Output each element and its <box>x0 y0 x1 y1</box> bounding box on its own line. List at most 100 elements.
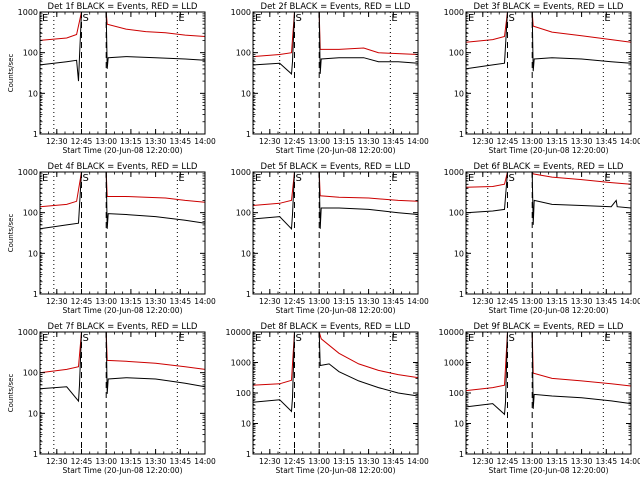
x-tick-label: 13:30 <box>145 457 167 466</box>
x-tick-label: 13:00 <box>95 297 117 306</box>
x-tick-label: 13:00 <box>308 457 330 466</box>
x-tick-label: 13:00 <box>521 457 543 466</box>
marker-label: E <box>42 333 48 344</box>
plot-frame <box>252 171 419 295</box>
x-tick-label: 13:45 <box>169 297 191 306</box>
marker-label: S <box>295 173 301 184</box>
x-axis-label: Start Time (20-Jun-08 12:20:00) <box>276 146 396 155</box>
marker-label: E <box>391 13 397 24</box>
marker-label: S <box>82 333 88 344</box>
panel-title: Det 4f BLACK = Events, RED = LLD <box>48 162 198 172</box>
marker-label: S <box>508 333 514 344</box>
marker-label: E <box>178 173 184 184</box>
x-axis-label: Start Time (20-Jun-08 12:20:00) <box>63 466 183 475</box>
x-tick-label: 13:15 <box>546 297 568 306</box>
lld-series-line <box>253 332 418 386</box>
events-series-line <box>253 172 418 230</box>
marker-label: E <box>391 173 397 184</box>
events-series-line <box>466 172 631 225</box>
y-tick-label: 10 <box>241 249 251 258</box>
y-tick-label: 1 <box>33 450 38 459</box>
x-axis-label: Start Time (20-Jun-08 12:20:00) <box>276 306 396 315</box>
x-tick-label: 13:15 <box>546 457 568 466</box>
x-tick-label: 14:00 <box>194 457 216 466</box>
x-tick-label: 13:45 <box>595 297 617 306</box>
panel-title: Det 7f BLACK = Events, RED = LLD <box>48 322 198 332</box>
x-tick-label: 12:30 <box>472 297 494 306</box>
x-tick-label: 12:45 <box>497 457 519 466</box>
plot-frame <box>39 11 206 135</box>
marker-label: E <box>468 13 474 24</box>
x-axis-label: Start Time (20-Jun-08 12:20:00) <box>489 146 609 155</box>
x-tick-label: 14:00 <box>620 297 640 306</box>
events-series-line <box>40 12 205 82</box>
x-tick-label: 14:00 <box>194 137 216 146</box>
marker-label: E <box>604 173 610 184</box>
marker-label: E <box>255 173 261 184</box>
x-tick-label: 12:30 <box>46 457 68 466</box>
lld-series-line <box>40 12 205 41</box>
marker-label: E <box>468 173 474 184</box>
y-tick-label: 100 <box>236 49 251 58</box>
x-tick-label: 14:00 <box>620 137 640 146</box>
y-tick-label: 1000 <box>231 168 251 177</box>
y-tick-label: 100 <box>449 49 464 58</box>
y-tick-label: 10 <box>241 420 251 429</box>
x-tick-label: 12:45 <box>497 297 519 306</box>
x-tick-label: 12:30 <box>46 297 68 306</box>
x-tick-label: 14:00 <box>407 457 429 466</box>
x-tick-label: 13:15 <box>120 137 142 146</box>
x-tick-label: 13:15 <box>333 457 355 466</box>
x-tick-label: 12:45 <box>284 297 306 306</box>
x-tick-label: 13:45 <box>169 137 191 146</box>
x-tick-label: 14:00 <box>407 137 429 146</box>
y-tick-label: 1 <box>246 290 251 299</box>
marker-label: S <box>82 173 88 184</box>
x-tick-label: 13:30 <box>145 137 167 146</box>
x-tick-label: 13:15 <box>333 297 355 306</box>
marker-label: E <box>468 333 474 344</box>
lld-series-line <box>40 172 205 208</box>
plot-frame <box>465 11 632 135</box>
x-tick-label: 13:30 <box>358 137 380 146</box>
panel-title: Det 8f BLACK = Events, RED = LLD <box>261 322 411 332</box>
y-tick-label: 100 <box>23 369 38 378</box>
marker-label: E <box>42 173 48 184</box>
y-tick-label: 1 <box>459 290 464 299</box>
x-tick-label: 13:45 <box>595 457 617 466</box>
y-tick-label: 1000 <box>18 168 38 177</box>
y-tick-label: 10 <box>241 89 251 98</box>
x-tick-label: 13:45 <box>382 457 404 466</box>
x-tick-label: 14:00 <box>620 457 640 466</box>
x-tick-label: 13:00 <box>308 297 330 306</box>
events-series-line <box>40 172 205 230</box>
marker-label: S <box>295 333 301 344</box>
plot-frame <box>252 11 419 135</box>
marker-label: E <box>255 333 261 344</box>
x-tick-label: 12:30 <box>259 457 281 466</box>
plot-frame <box>39 331 206 455</box>
y-axis-label: Counts/sec <box>7 374 15 413</box>
panel-title: Det 1f BLACK = Events, RED = LLD <box>48 2 198 12</box>
marker-label: S <box>295 13 301 24</box>
x-tick-label: 13:45 <box>382 137 404 146</box>
x-axis-label: Start Time (20-Jun-08 12:20:00) <box>63 306 183 315</box>
x-tick-label: 13:00 <box>308 137 330 146</box>
x-tick-label: 13:30 <box>358 297 380 306</box>
x-tick-label: 13:15 <box>546 137 568 146</box>
marker-label: S <box>508 173 514 184</box>
marker-label: S <box>508 13 514 24</box>
x-axis-label: Start Time (20-Jun-08 12:20:00) <box>63 146 183 155</box>
y-tick-label: 10000 <box>226 328 251 337</box>
x-tick-label: 13:45 <box>169 457 191 466</box>
y-tick-label: 1000 <box>444 168 464 177</box>
y-tick-label: 1000 <box>231 8 251 17</box>
x-tick-label: 13:45 <box>382 297 404 306</box>
y-tick-label: 100 <box>449 389 464 398</box>
